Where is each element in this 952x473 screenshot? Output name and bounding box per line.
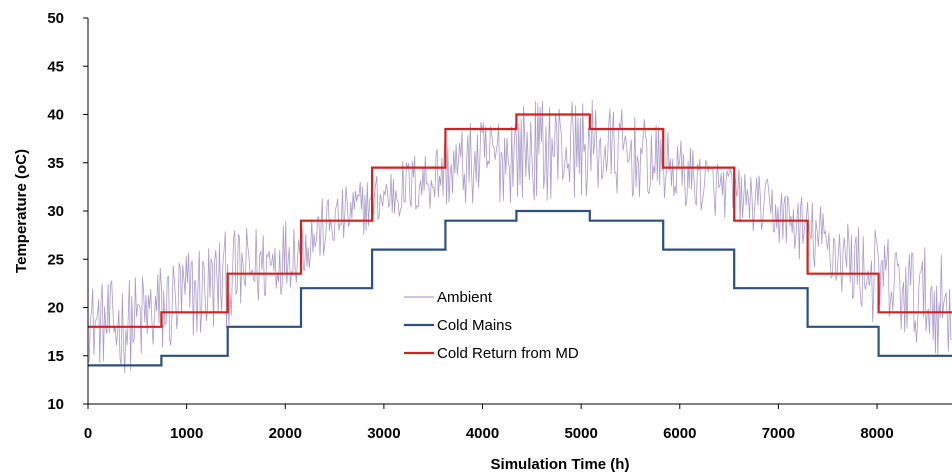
y-tick-label: 30 bbox=[47, 203, 64, 220]
legend-label: Ambient bbox=[437, 289, 493, 306]
ambient-line bbox=[87, 99, 952, 373]
y-tick-label: 35 bbox=[47, 155, 64, 172]
x-axis-title: Simulation Time (h) bbox=[491, 456, 630, 473]
cold-mains-line bbox=[88, 209, 952, 367]
series-layer bbox=[87, 99, 952, 373]
y-tick-label: 50 bbox=[47, 10, 64, 27]
y-axis-title: Temperature (oC) bbox=[13, 149, 30, 273]
y-tick-label: 20 bbox=[47, 300, 64, 317]
axes: 10 15 20 25 30 35 40 45 50 0 1000 2000 3000 4000 5000 6… bbox=[47, 10, 952, 442]
y-tick-label: 25 bbox=[47, 251, 64, 268]
x-tick-label: 8000 bbox=[860, 425, 893, 442]
x-tick-label: 1000 bbox=[170, 425, 203, 442]
legend-label: Cold Mains bbox=[437, 317, 512, 334]
x-tick-label: 0 bbox=[84, 425, 92, 442]
cold-return-line bbox=[88, 113, 952, 328]
x-tick-label: 6000 bbox=[663, 425, 696, 442]
x-tick-label: 3000 bbox=[367, 425, 400, 442]
legend-label: Cold Return from MD bbox=[437, 345, 579, 362]
x-tick-label: 7000 bbox=[762, 425, 795, 442]
y-tick-label: 40 bbox=[47, 107, 64, 124]
x-tick-label: 5000 bbox=[564, 425, 597, 442]
legend: Ambient Cold Mains Cold Return from MD bbox=[404, 289, 579, 362]
x-tick-label: 2000 bbox=[269, 425, 302, 442]
x-tick-label: 4000 bbox=[466, 425, 499, 442]
y-tick-label: 10 bbox=[47, 396, 64, 413]
y-tick-label: 45 bbox=[47, 58, 64, 75]
y-tick-label: 15 bbox=[47, 348, 64, 365]
